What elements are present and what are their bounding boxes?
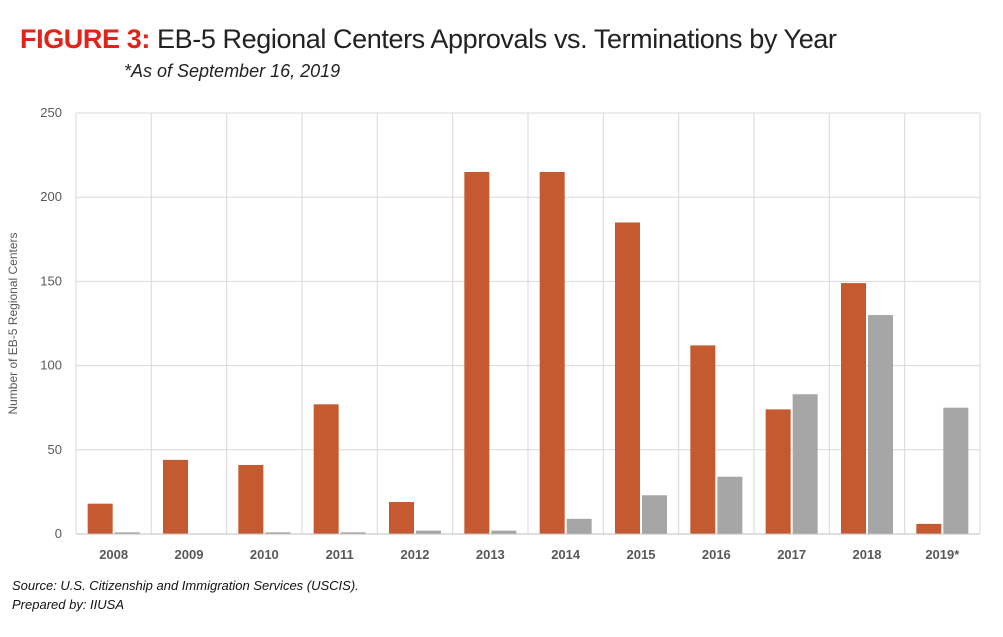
terminations-bar bbox=[717, 476, 743, 534]
x-tick-label: 2017 bbox=[777, 547, 806, 562]
chart-subtitle: *As of September 16, 2019 bbox=[124, 61, 341, 81]
terminations-bar bbox=[943, 407, 969, 534]
chart-title: FIGURE 3: EB-5 Regional Centers Approval… bbox=[20, 22, 837, 56]
approvals-bar bbox=[238, 464, 264, 534]
y-tick-label: 250 bbox=[40, 105, 62, 120]
approvals-bar bbox=[539, 171, 565, 534]
approvals-bar bbox=[690, 345, 716, 534]
x-tick-label: 2009 bbox=[175, 547, 204, 562]
y-tick-label: 200 bbox=[40, 189, 62, 204]
x-tick-label: 2013 bbox=[476, 547, 505, 562]
approvals-bar bbox=[615, 222, 640, 534]
y-tick-label: 50 bbox=[48, 442, 62, 457]
approvals-bar bbox=[313, 404, 339, 534]
terminations-bar bbox=[340, 532, 366, 534]
title-text: EB-5 Regional Centers Approvals vs. Term… bbox=[157, 24, 837, 54]
y-axis-label: Number of EB-5 Regional Centers bbox=[6, 232, 20, 414]
approvals-bar bbox=[163, 459, 188, 534]
approvals-bar bbox=[841, 283, 866, 534]
terminations-bar bbox=[566, 518, 592, 534]
x-tick-label: 2016 bbox=[702, 547, 731, 562]
source-note: Source: U.S. Citizenship and Immigration… bbox=[12, 578, 359, 593]
x-tick-label: 2011 bbox=[326, 547, 354, 562]
x-tick-label: 2010 bbox=[250, 547, 279, 562]
terminations-bar bbox=[491, 530, 517, 534]
chart-footer: Source: U.S. Citizenship and Immigration… bbox=[12, 576, 359, 614]
terminations-bar bbox=[416, 530, 441, 534]
figure-number: FIGURE 3: bbox=[20, 24, 150, 54]
x-tick-label: 2015 bbox=[627, 547, 656, 562]
terminations-bar bbox=[265, 532, 291, 534]
approvals-bar bbox=[464, 171, 490, 534]
x-tick-label: 2014 bbox=[551, 547, 581, 562]
approvals-bar bbox=[765, 409, 791, 534]
x-tick-label: 2012 bbox=[401, 547, 430, 562]
approvals-bar bbox=[87, 503, 113, 534]
x-tick-label: 2008 bbox=[99, 547, 128, 562]
approvals-bar bbox=[389, 502, 414, 534]
y-tick-label: 0 bbox=[55, 526, 62, 541]
x-tick-label: 2019* bbox=[925, 547, 960, 562]
terminations-bar bbox=[868, 315, 893, 534]
y-tick-label: 100 bbox=[40, 358, 62, 373]
y-tick-label: 150 bbox=[40, 273, 62, 288]
terminations-bar bbox=[792, 394, 818, 534]
terminations-bar bbox=[642, 495, 667, 534]
approvals-bar bbox=[916, 523, 942, 534]
prepared-by-note: Prepared by: IIUSA bbox=[12, 597, 124, 612]
x-tick-label: 2018 bbox=[853, 547, 882, 562]
terminations-bar bbox=[114, 532, 140, 534]
